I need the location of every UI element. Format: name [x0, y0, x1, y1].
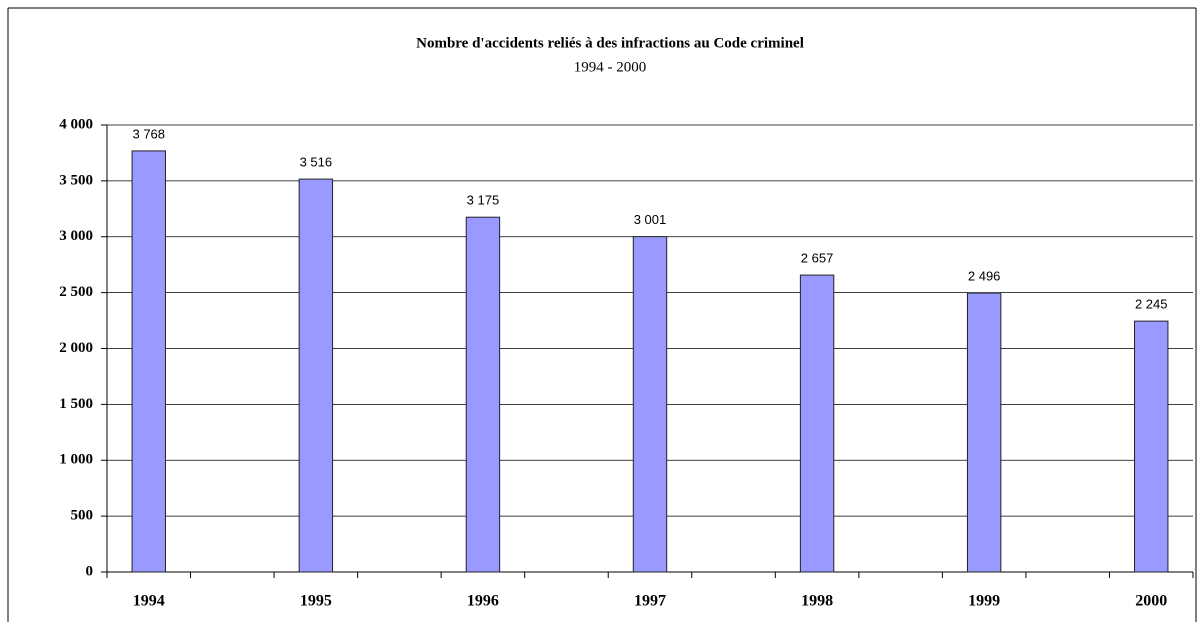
x-tick-label: 1996	[467, 593, 499, 610]
value-label: 3 175	[467, 193, 500, 208]
value-label: 3 768	[132, 126, 165, 141]
x-tick-label: 1997	[634, 593, 666, 610]
bar	[966, 292, 1002, 573]
y-tick-label: 1 000	[59, 452, 93, 468]
y-tick-label: 500	[71, 508, 94, 524]
y-tick-label: 2 500	[59, 284, 93, 300]
y-tick-label: 0	[86, 563, 94, 579]
bar	[632, 236, 668, 573]
value-label: 2 657	[801, 251, 834, 266]
value-label: 3 516	[300, 155, 333, 170]
value-label: 2 496	[968, 269, 1001, 284]
chart-title: Nombre d'accidents reliés à des infracti…	[416, 35, 804, 51]
y-tick-label: 3 500	[59, 172, 93, 188]
bar	[799, 274, 835, 573]
y-tick-label: 1 500	[59, 396, 93, 412]
y-tick-label: 3 000	[59, 228, 93, 244]
x-tick-label: 1998	[801, 593, 833, 610]
y-tick-label: 2 000	[59, 340, 93, 356]
x-tick-label: 1995	[300, 593, 332, 610]
x-tick-label: 1994	[133, 593, 165, 610]
bar	[1134, 320, 1169, 573]
bar	[298, 178, 334, 573]
y-tick-label: 4 000	[59, 116, 93, 132]
bar	[131, 150, 166, 573]
value-label: 2 245	[1135, 297, 1168, 312]
x-tick-label: 2000	[1135, 593, 1167, 610]
x-tick-label: 1999	[968, 593, 1000, 610]
value-label: 3 001	[634, 212, 667, 227]
bar	[465, 216, 501, 573]
chart-subtitle: 1994 - 2000	[574, 59, 647, 75]
